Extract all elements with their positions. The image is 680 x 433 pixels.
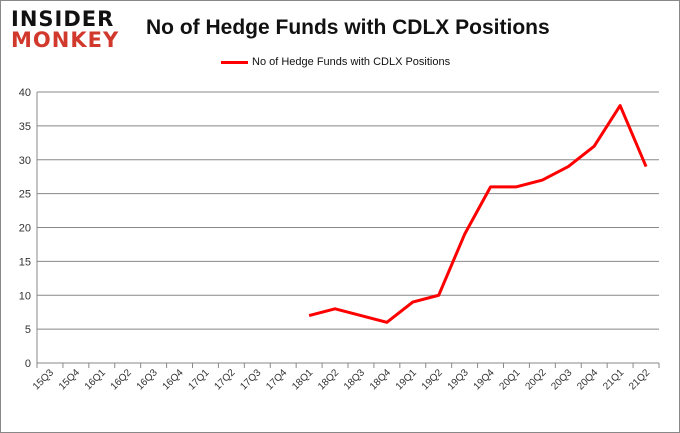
- x-tick-label: 21Q2: [627, 367, 652, 392]
- x-tick-label: 16Q4: [161, 367, 186, 392]
- x-tick-label: 18Q2: [316, 367, 341, 392]
- y-tick-label: 10: [19, 290, 31, 302]
- logo-line2: MONKEY: [11, 28, 120, 52]
- legend-label: No of Hedge Funds with CDLX Positions: [252, 56, 451, 68]
- x-tick-label: 15Q3: [31, 367, 56, 392]
- x-tick-label: 16Q2: [109, 367, 134, 392]
- x-tick-label: 17Q1: [186, 367, 211, 392]
- y-tick-label: 5: [25, 324, 31, 336]
- y-tick-label: 40: [19, 87, 31, 99]
- x-tick-label: 19Q3: [446, 367, 471, 392]
- legend-swatch: [221, 60, 248, 64]
- x-tick-label: 19Q4: [472, 367, 497, 392]
- logo-line1: INSIDER: [11, 7, 115, 31]
- y-tick-label: 0: [25, 358, 31, 370]
- x-tick-label: 16Q1: [83, 367, 108, 392]
- y-tick-label: 15: [19, 256, 31, 268]
- x-tick-label: 20Q3: [549, 367, 574, 392]
- x-tick-label: 21Q1: [601, 367, 626, 392]
- y-tick-label: 30: [19, 155, 31, 167]
- series-line: [308, 104, 648, 324]
- x-tick-label: 18Q3: [342, 367, 367, 392]
- x-tick-label: 19Q1: [394, 367, 419, 392]
- insider-monkey-logo: INSIDER MONKEY: [11, 9, 119, 51]
- x-tick-label: 15Q4: [57, 367, 82, 392]
- chart-title: No of Hedge Funds with CDLX Positions: [146, 16, 550, 39]
- x-tick-label: 18Q1: [290, 367, 315, 392]
- x-tick-label: 19Q2: [420, 367, 445, 392]
- legend: No of Hedge Funds with CDLX Positions: [221, 56, 450, 68]
- x-tick-label: 20Q1: [497, 367, 522, 392]
- x-tick-label: 17Q4: [264, 367, 289, 392]
- x-tick-label: 20Q4: [575, 367, 600, 392]
- x-tick-label: 17Q2: [212, 367, 237, 392]
- y-tick-label: 25: [19, 189, 31, 201]
- x-tick-label: 17Q3: [238, 367, 263, 392]
- y-tick-label: 20: [19, 223, 31, 235]
- x-tick-label: 16Q3: [135, 367, 160, 392]
- x-tick-label: 18Q4: [368, 367, 393, 392]
- x-tick-label: 20Q2: [523, 367, 548, 392]
- y-tick-label: 35: [19, 121, 31, 133]
